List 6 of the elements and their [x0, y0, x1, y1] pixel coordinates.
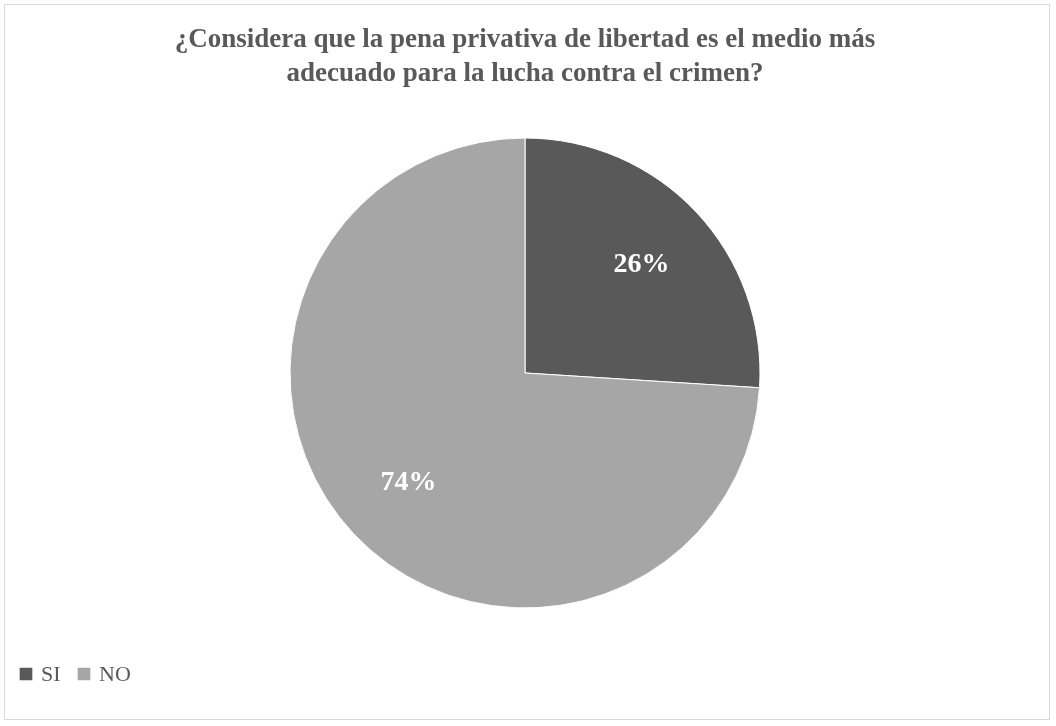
legend-label: SI: [41, 661, 61, 686]
data-label: 74%: [380, 465, 437, 497]
chart-title: ¿Considera que la pena privativa de libertad es el medio más adecuado para la lucha contra el crimen?: [174, 23, 876, 87]
data-label: 26%: [613, 246, 670, 278]
pie-slice: [289, 137, 761, 609]
legend-label: NO: [99, 661, 131, 686]
